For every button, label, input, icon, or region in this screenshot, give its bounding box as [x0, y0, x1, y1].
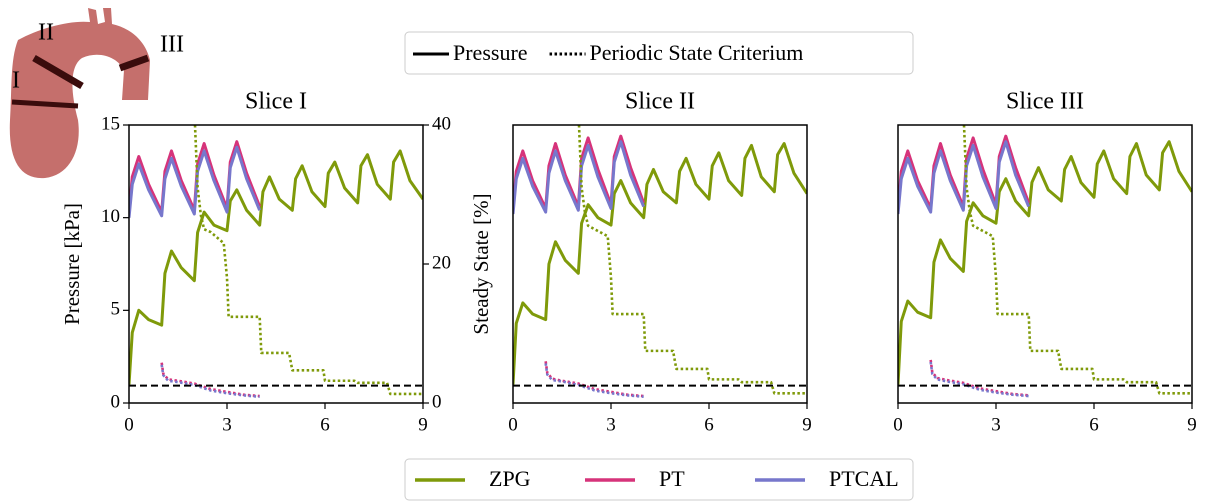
y-axis-label: Pressure [kPa] — [60, 203, 84, 325]
x-tick-label: 9 — [1187, 414, 1197, 435]
legend-label: ZPG — [489, 466, 531, 491]
x-tick-label: 9 — [418, 414, 428, 435]
y-tick-label: 10 — [101, 206, 120, 227]
legend-label: Pressure — [453, 40, 528, 65]
axes-frame — [897, 124, 1193, 404]
x-tick-label: 0 — [124, 414, 134, 435]
x-tick-label: 3 — [991, 414, 1001, 435]
legend-label: PT — [659, 466, 685, 491]
x-tick-label: 9 — [802, 414, 812, 435]
y2-tick-label: 20 — [432, 252, 451, 273]
plot-area — [898, 125, 1192, 398]
legend-label: Periodic State Criterium — [590, 40, 804, 65]
legend-box — [404, 31, 914, 75]
plot-area — [513, 125, 807, 399]
pressure-line — [513, 140, 646, 215]
x-tick-label: 3 — [606, 414, 616, 435]
slice-band — [11, 99, 79, 109]
pressure-line — [129, 145, 262, 218]
axes-frame — [512, 124, 808, 404]
criterium-line — [160, 362, 260, 398]
panel-title: Slice II — [625, 89, 695, 115]
plot-area — [129, 125, 423, 399]
series-legend: ZPG PT PTCAL — [404, 458, 914, 501]
style-legend: Pressure Periodic State Criterium — [404, 31, 914, 75]
criterium-line — [929, 361, 1029, 398]
pressure-line — [898, 140, 1031, 215]
slice-band — [32, 54, 84, 90]
x-tick-label: 6 — [1089, 414, 1099, 435]
criterium-line — [962, 125, 1192, 395]
x-tick-label: 6 — [320, 414, 330, 435]
y2-tick-label: 0 — [432, 391, 442, 412]
criterium-line — [929, 359, 1029, 397]
panel: Slice III 0 3 6 9 — [893, 89, 1197, 436]
pressure-line — [129, 149, 423, 385]
aorta-illustration: I II III — [9, 8, 184, 179]
x-tick-label: 0 — [508, 414, 518, 435]
panel: Slice II 0 3 6 9 — [508, 89, 812, 436]
pressure-line — [513, 142, 807, 385]
criterium-line — [193, 125, 423, 396]
slice-label: III — [160, 32, 184, 58]
panel-title: Slice I — [245, 89, 307, 115]
y2-tick-label: 40 — [432, 113, 451, 134]
slice-label: II — [38, 20, 54, 46]
y-tick-label: 5 — [111, 299, 121, 320]
x-tick-label: 6 — [704, 414, 714, 435]
y-tick-label: 0 — [111, 391, 121, 412]
y2-axis-label: Steady State [%] — [469, 193, 493, 334]
panel-title: Slice III — [1006, 89, 1084, 115]
axes-frame — [128, 124, 424, 404]
pressure-line — [898, 140, 1192, 385]
slice-band — [118, 54, 150, 72]
x-tick-label: 0 — [893, 414, 903, 435]
aorta-shape — [9, 8, 151, 179]
criterium-line — [544, 363, 644, 399]
slice-label: I — [12, 68, 20, 94]
x-tick-label: 3 — [222, 414, 232, 435]
y-tick-label: 15 — [101, 113, 120, 134]
legend-label: PTCAL — [829, 466, 899, 491]
criterium-line — [544, 361, 644, 398]
criterium-line — [577, 125, 807, 395]
criterium-line — [160, 364, 260, 399]
legend-box — [404, 458, 914, 501]
